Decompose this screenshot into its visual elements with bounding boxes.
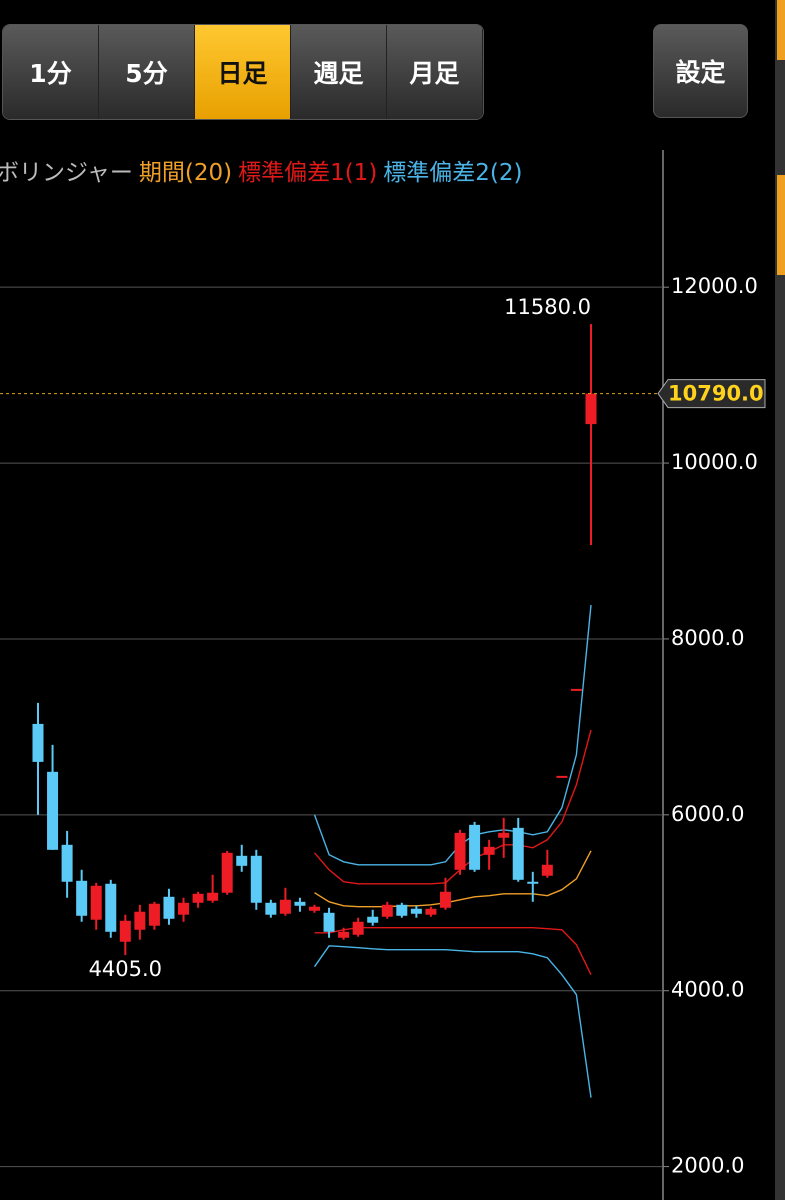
- candle-body: [352, 921, 364, 935]
- candle-body: [585, 393, 597, 425]
- candle-body: [527, 881, 539, 884]
- band-line: [313, 604, 592, 866]
- candle-body: [454, 832, 466, 870]
- legend-title: ボリンジャー: [0, 160, 133, 186]
- settings-button[interactable]: 設定: [653, 24, 748, 118]
- candle-body: [192, 893, 204, 903]
- candle-body: [410, 908, 422, 914]
- candle-body: [76, 880, 88, 916]
- candle-body: [119, 920, 131, 942]
- timeframe-tabs: 1分 5分 日足 週足 月足: [2, 24, 484, 120]
- y-tick-label: 6000.0: [671, 802, 744, 826]
- current-price-label: 10790.0: [668, 382, 764, 406]
- candle-body: [134, 911, 146, 930]
- candle-body: [381, 904, 393, 917]
- legend-entry: 期間(20): [138, 160, 233, 186]
- scroll-indicator: [777, 0, 785, 60]
- candle-body: [163, 896, 175, 919]
- candle-body: [483, 846, 495, 855]
- candle-body: [221, 852, 233, 893]
- scroll-indicator: [777, 175, 785, 275]
- candle-body: [367, 916, 379, 923]
- candle-body: [47, 771, 59, 850]
- candle-body: [338, 931, 350, 938]
- y-tick-label: 2000.0: [671, 1154, 744, 1178]
- legend: ボリンジャー 期間(20) 標準偏差1(1) 標準偏差2(2): [0, 153, 535, 187]
- candle-body: [250, 855, 262, 903]
- candle-body: [207, 892, 219, 901]
- current-price-box: [657, 379, 766, 409]
- timeframe-tab[interactable]: 月足: [387, 25, 483, 119]
- candle-body: [469, 824, 481, 870]
- candle-body: [541, 864, 553, 876]
- candle-body: [265, 902, 277, 915]
- timeframe-tab[interactable]: 5分: [99, 25, 195, 119]
- candle-body: [61, 844, 73, 882]
- candle-body: [498, 832, 510, 838]
- high-label: 11580.0: [504, 295, 591, 319]
- y-tick-label: 10000.0: [671, 450, 758, 474]
- candle-body: [294, 901, 306, 906]
- scrollbar: [775, 0, 785, 1200]
- band-line: [314, 850, 592, 908]
- candle-body: [32, 723, 44, 762]
- candle-body: [309, 906, 320, 911]
- legend-entry: 標準偏差2(2): [383, 160, 523, 186]
- low-label: 4405.0: [89, 957, 162, 981]
- timeframe-tab[interactable]: 1分: [3, 25, 99, 119]
- candle-body: [425, 908, 437, 915]
- legend-entry: 標準偏差1(1): [238, 160, 378, 186]
- candle-body: [570, 688, 582, 691]
- timeframe-tab[interactable]: 日足: [195, 25, 291, 119]
- band-line: [313, 945, 592, 1098]
- timeframe-tab[interactable]: 週足: [291, 25, 387, 119]
- y-tick-label: 12000.0: [671, 274, 758, 298]
- candle-body: [396, 904, 408, 916]
- band-line: [313, 729, 592, 885]
- candle-body: [178, 902, 190, 915]
- y-tick-label: 4000.0: [671, 978, 744, 1002]
- candle-body: [439, 891, 451, 908]
- y-tick-label: 8000.0: [671, 626, 744, 650]
- candle-body: [236, 855, 248, 866]
- candle-body: [556, 775, 568, 778]
- candle-body: [323, 912, 335, 932]
- candle-body: [148, 903, 160, 926]
- candle-body: [279, 899, 291, 914]
- candle-body: [105, 883, 117, 932]
- candle-body: [512, 827, 524, 880]
- candle-body: [90, 885, 102, 920]
